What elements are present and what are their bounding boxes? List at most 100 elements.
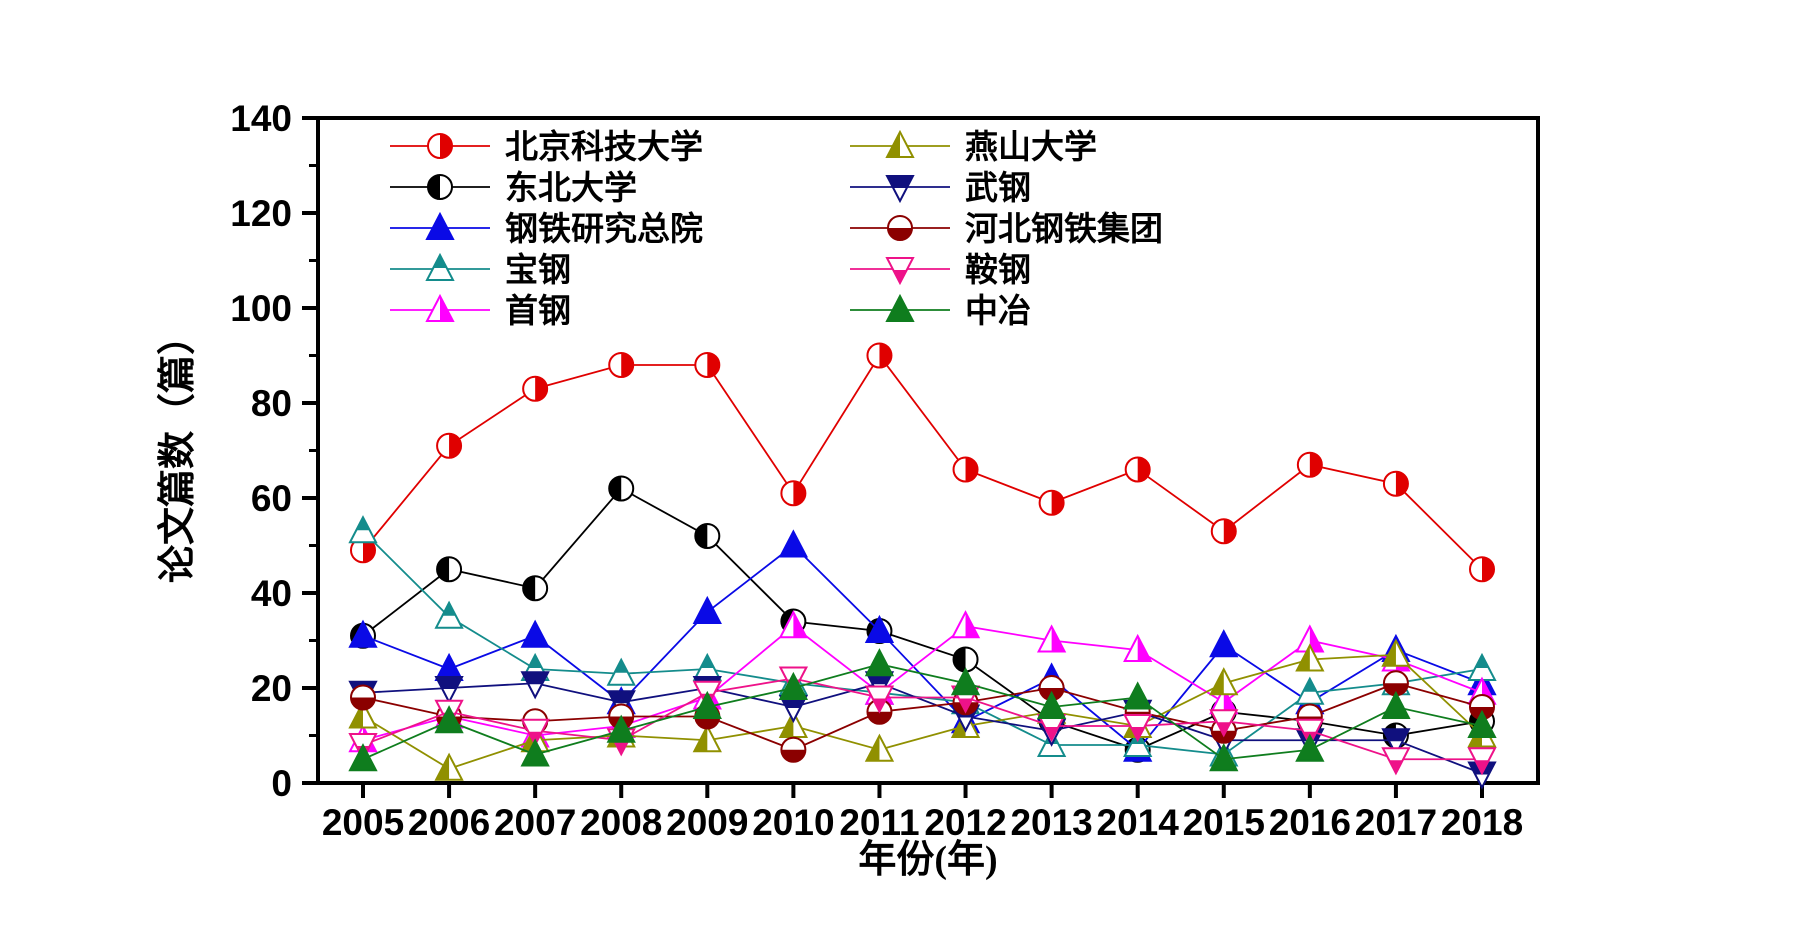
marker-triangle-down-bottom-half (1381, 747, 1411, 776)
series-中冶 (348, 648, 1497, 772)
x-tick-label: 2011 (839, 802, 919, 843)
series-line (362, 544, 1483, 752)
marker-circle-left-half (427, 174, 453, 200)
marker-triangle-down-bottom-half (864, 685, 895, 714)
series-line (362, 353, 1483, 570)
x-tick-label: 2010 (752, 802, 834, 843)
marker-triangle-up-solid (1036, 690, 1067, 719)
legend-label: 武钢 (965, 170, 1031, 207)
marker-triangle-up-solid (864, 614, 895, 643)
y-tick-label: 20 (251, 668, 292, 709)
legend-label: 北京科技大学 (505, 128, 703, 166)
marker-triangle-down-bottom-half (1209, 709, 1239, 738)
marker-triangle-up-top-half (1467, 652, 1497, 681)
data-series (348, 342, 1497, 790)
x-tick-label: 2015 (1183, 802, 1265, 843)
legend-item-河北钢铁集团: 河北钢铁集团 (850, 211, 1163, 248)
marker-circle-left-half (522, 575, 549, 602)
plot-box (316, 116, 1540, 785)
marker-triangle-up-left-half (885, 129, 915, 158)
marker-triangle-up-solid (425, 211, 455, 240)
marker-circle-right-half (694, 352, 721, 378)
marker-triangle-up-right-half (950, 610, 981, 639)
x-tick-label: 2014 (1097, 802, 1180, 843)
marker-circle-left-half (694, 523, 721, 549)
marker-circle-right-half (1124, 456, 1151, 483)
y-axis-title: 论文篇数（篇） (157, 317, 199, 583)
series-武钢 (348, 671, 1497, 790)
x-tick-label: 2017 (1355, 802, 1437, 843)
marker-triangle-up-solid (950, 667, 981, 696)
marker-triangle-up-solid (1467, 709, 1497, 738)
marker-circle-left-half (952, 646, 979, 673)
marker-circle-right-half (1210, 518, 1237, 545)
marker-triangle-up-solid (864, 648, 895, 677)
marker-triangle-down-top-half (434, 676, 464, 705)
y-tick-label: 40 (251, 573, 292, 614)
marker-triangle-up-top-half (425, 252, 455, 281)
y-tick-label: 60 (251, 478, 292, 519)
x-tick-label: 2008 (580, 802, 662, 843)
marker-triangle-up-solid (1209, 743, 1239, 772)
marker-circle-bottom-half (1382, 670, 1409, 697)
y-tick-label: 120 (230, 193, 292, 234)
marker-triangle-up-right-half (1123, 633, 1153, 662)
marker-triangle-up-solid (885, 293, 915, 322)
marker-triangle-up-solid (778, 671, 809, 700)
x-tick-label: 2012 (924, 802, 1006, 843)
marker-circle-right-half (350, 537, 376, 564)
legend-item-北京科技大学: 北京科技大学 (390, 128, 703, 166)
x-tick-label: 2018 (1441, 802, 1523, 843)
marker-triangle-up-left-half (864, 733, 895, 762)
marker-triangle-up-left-half (1295, 643, 1325, 672)
legend-item-钢铁研究总院: 钢铁研究总院 (390, 210, 703, 248)
series-line (362, 653, 1483, 770)
legend-label: 钢铁研究总院 (505, 210, 703, 248)
legend-item-首钢: 首钢 (390, 293, 571, 330)
marker-triangle-up-top-half (606, 657, 636, 686)
marker-circle-bottom-half (780, 736, 807, 763)
marker-triangle-down-top-half (885, 175, 915, 204)
marker-triangle-up-solid (692, 595, 722, 624)
legend-item-武钢: 武钢 (850, 170, 1031, 207)
marker-circle-right-half (1296, 451, 1323, 478)
marker-triangle-up-solid (434, 705, 464, 734)
series-line (362, 625, 1483, 742)
legend-label: 河北钢铁集团 (965, 211, 1163, 248)
marker-triangle-up-solid (520, 738, 550, 767)
marker-circle-right-half (952, 456, 979, 483)
marker-triangle-up-right-half (1036, 624, 1067, 653)
marker-triangle-up-solid (606, 714, 636, 743)
legend-label: 燕山大学 (965, 128, 1097, 166)
y-tick-label: 140 (230, 98, 292, 139)
marker-triangle-down-bottom-half (520, 718, 550, 747)
x-axis-title: 年份(年) (858, 839, 997, 881)
marker-triangle-up-solid (692, 690, 722, 719)
marker-triangle-up-top-half (434, 600, 464, 629)
marker-triangle-up-solid (1209, 629, 1239, 658)
marker-triangle-down-bottom-half (1123, 714, 1153, 743)
marker-triangle-up-solid (348, 743, 378, 772)
marker-triangle-up-solid (520, 619, 550, 648)
marker-triangle-up-solid (1123, 681, 1153, 710)
legend-label: 东北大学 (505, 169, 637, 207)
x-tick-label: 2009 (666, 802, 748, 843)
marker-circle-left-half (436, 556, 463, 583)
x-tick-label: 2007 (494, 802, 576, 843)
legend-label: 宝钢 (505, 251, 571, 289)
marker-circle-right-half (1382, 470, 1409, 497)
marker-circle-left-half (608, 475, 635, 502)
legend-item-燕山大学: 燕山大学 (850, 128, 1097, 166)
marker-circle-bottom-half (887, 215, 913, 241)
marker-circle-right-half (436, 432, 463, 459)
marker-circle-right-half (608, 352, 635, 378)
y-tick-label: 80 (251, 383, 292, 424)
marker-circle-right-half (866, 342, 893, 369)
marker-triangle-down-bottom-half (1467, 747, 1497, 776)
legend-item-鞍钢: 鞍钢 (850, 252, 1031, 289)
series-line (362, 682, 1483, 775)
series-line (362, 663, 1483, 761)
legend-item-宝钢: 宝钢 (390, 251, 571, 289)
